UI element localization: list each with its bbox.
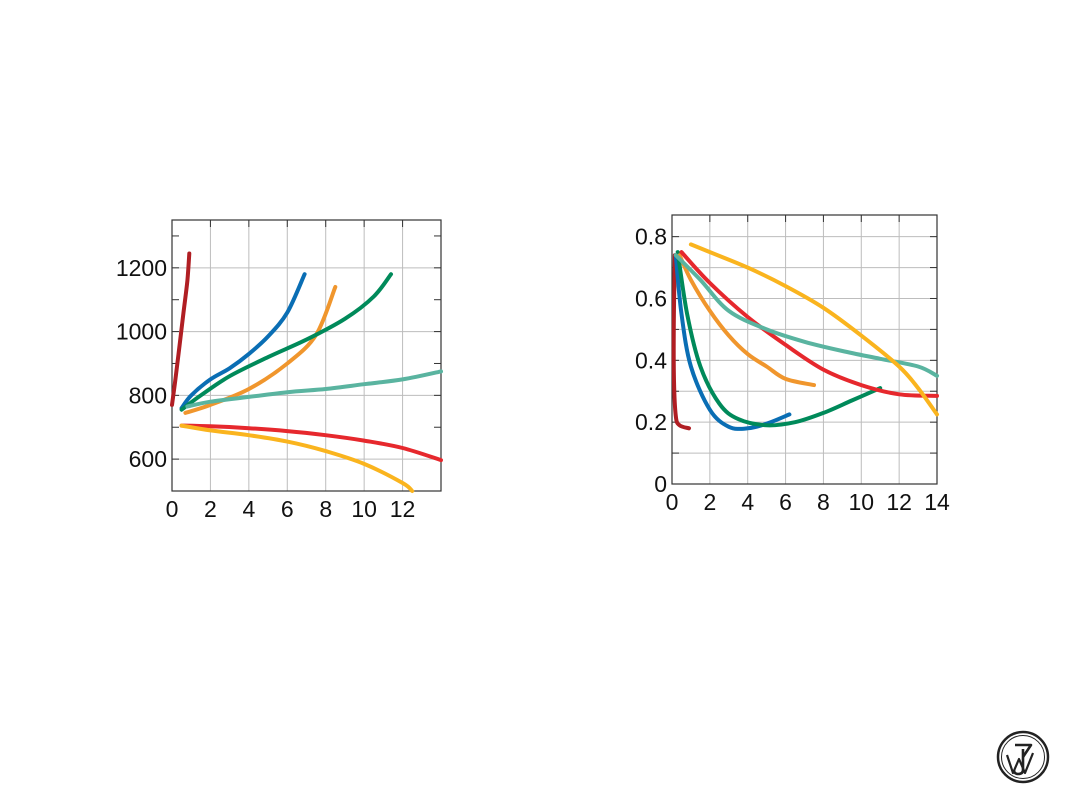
- series-line-dark-red: [170, 251, 192, 407]
- plot-frame: [671, 214, 938, 485]
- series-line-yellow: [179, 423, 415, 493]
- x-tick-label: 12: [886, 489, 912, 515]
- x-tick-label: 2: [703, 489, 716, 515]
- plot-frame: [171, 219, 442, 492]
- series-line-blue: [179, 272, 307, 411]
- series-line-orange: [183, 285, 338, 415]
- chart-left: 0 2 4 6 8 10 12 600 800 1000 1200: [116, 219, 443, 522]
- y-tick-label: 0.2: [635, 409, 667, 435]
- wiley-logo-icon: [996, 730, 1050, 784]
- series-line-red: [179, 423, 443, 463]
- x-tick-label: 4: [242, 496, 255, 522]
- x-tick-label: 4: [741, 489, 754, 515]
- x-tick-label: 10: [848, 489, 874, 515]
- y-tick-label: 800: [129, 382, 167, 408]
- x-tick-label: 8: [319, 496, 332, 522]
- x-tick-label: 12: [390, 496, 416, 522]
- y-tick-label: 1200: [116, 255, 167, 281]
- x-tick-label: 0: [666, 489, 679, 515]
- x-tick-label: 2: [204, 496, 217, 522]
- publisher-logo: [993, 727, 1053, 787]
- series-line-yellow: [688, 242, 939, 417]
- y-tick-label: 0: [654, 471, 667, 497]
- x-tick-label: 14: [924, 489, 950, 515]
- y-tick-label: 0.4: [635, 347, 667, 373]
- x-tick-label: 6: [281, 496, 294, 522]
- y-tick-label: 600: [129, 446, 167, 472]
- x-tick-label: 8: [817, 489, 830, 515]
- series-line-teal: [673, 253, 939, 378]
- x-tick-label: 10: [351, 496, 377, 522]
- series-line-red: [679, 250, 939, 398]
- series-line-teal: [185, 369, 443, 409]
- y-tick-label: 1000: [116, 319, 167, 345]
- x-tick-label: 6: [779, 489, 792, 515]
- series-line-dark-red: [671, 253, 691, 431]
- y-tick-label: 0.8: [635, 224, 667, 250]
- series-line-green: [179, 272, 393, 412]
- series-line-green: [675, 250, 883, 428]
- y-tick-label: 0.6: [635, 285, 667, 311]
- x-tick-label: 0: [166, 496, 179, 522]
- series-line-orange: [677, 253, 816, 388]
